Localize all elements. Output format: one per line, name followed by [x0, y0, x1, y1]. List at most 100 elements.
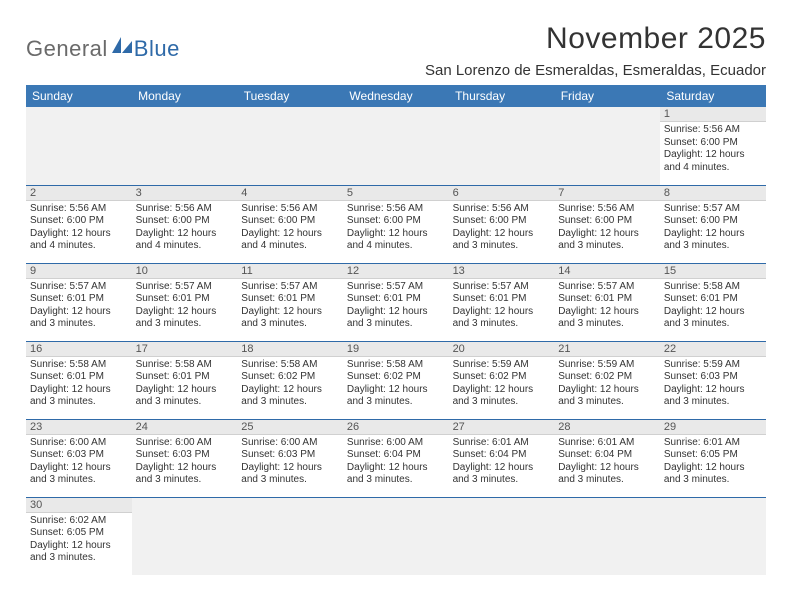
daylight-text: Daylight: 12 hours and 3 minutes. [241, 462, 339, 487]
sunrise-text: Sunrise: 6:01 AM [453, 437, 551, 450]
day-details: Sunrise: 5:57 AMSunset: 6:01 PMDaylight:… [554, 279, 660, 333]
calendar-cell: 15Sunrise: 5:58 AMSunset: 6:01 PMDayligh… [660, 263, 766, 341]
calendar-cell: 2Sunrise: 5:56 AMSunset: 6:00 PMDaylight… [26, 185, 132, 263]
sunset-text: Sunset: 6:00 PM [30, 215, 128, 228]
sunrise-text: Sunrise: 6:02 AM [30, 515, 128, 528]
day-details: Sunrise: 5:57 AMSunset: 6:01 PMDaylight:… [26, 279, 132, 333]
sunrise-text: Sunrise: 6:00 AM [30, 437, 128, 450]
calendar-cell [449, 107, 555, 185]
day-details: Sunrise: 6:01 AMSunset: 6:04 PMDaylight:… [554, 435, 660, 489]
weekday-monday: Monday [132, 85, 238, 107]
day-number: 15 [660, 264, 766, 279]
day-details: Sunrise: 6:01 AMSunset: 6:04 PMDaylight:… [449, 435, 555, 489]
day-number: 13 [449, 264, 555, 279]
calendar-cell: 14Sunrise: 5:57 AMSunset: 6:01 PMDayligh… [554, 263, 660, 341]
sunset-text: Sunset: 6:00 PM [664, 215, 762, 228]
day-details: Sunrise: 6:01 AMSunset: 6:05 PMDaylight:… [660, 435, 766, 489]
sunrise-text: Sunrise: 5:57 AM [241, 281, 339, 294]
day-number: 7 [554, 186, 660, 201]
calendar-cell: 4Sunrise: 5:56 AMSunset: 6:00 PMDaylight… [237, 185, 343, 263]
day-details: Sunrise: 5:57 AMSunset: 6:01 PMDaylight:… [132, 279, 238, 333]
calendar-cell [132, 107, 238, 185]
daylight-text: Daylight: 12 hours and 3 minutes. [136, 306, 234, 331]
sunset-text: Sunset: 6:01 PM [30, 371, 128, 384]
day-number: 23 [26, 420, 132, 435]
day-number: 8 [660, 186, 766, 201]
day-details: Sunrise: 5:57 AMSunset: 6:00 PMDaylight:… [660, 201, 766, 255]
daylight-text: Daylight: 12 hours and 3 minutes. [453, 384, 551, 409]
logo-sail-icon [112, 37, 132, 53]
sunrise-text: Sunrise: 5:56 AM [558, 203, 656, 216]
daylight-text: Daylight: 12 hours and 4 minutes. [664, 149, 762, 174]
sunset-text: Sunset: 6:02 PM [558, 371, 656, 384]
daylight-text: Daylight: 12 hours and 3 minutes. [558, 462, 656, 487]
day-number: 3 [132, 186, 238, 201]
calendar-cell: 17Sunrise: 5:58 AMSunset: 6:01 PMDayligh… [132, 341, 238, 419]
sunset-text: Sunset: 6:02 PM [453, 371, 551, 384]
day-number: 2 [26, 186, 132, 201]
sunset-text: Sunset: 6:03 PM [136, 449, 234, 462]
day-details: Sunrise: 5:59 AMSunset: 6:02 PMDaylight:… [449, 357, 555, 411]
calendar-cell: 23Sunrise: 6:00 AMSunset: 6:03 PMDayligh… [26, 419, 132, 497]
calendar-cell [449, 497, 555, 575]
sunset-text: Sunset: 6:02 PM [347, 371, 445, 384]
sunset-text: Sunset: 6:01 PM [347, 293, 445, 306]
day-details: Sunrise: 5:59 AMSunset: 6:02 PMDaylight:… [554, 357, 660, 411]
sunrise-text: Sunrise: 6:00 AM [241, 437, 339, 450]
daylight-text: Daylight: 12 hours and 4 minutes. [136, 228, 234, 253]
day-number: 17 [132, 342, 238, 357]
sunrise-text: Sunrise: 5:59 AM [453, 359, 551, 372]
day-details: Sunrise: 5:56 AMSunset: 6:00 PMDaylight:… [660, 122, 766, 176]
sunrise-text: Sunrise: 5:57 AM [664, 203, 762, 216]
calendar-cell: 13Sunrise: 5:57 AMSunset: 6:01 PMDayligh… [449, 263, 555, 341]
weekday-wednesday: Wednesday [343, 85, 449, 107]
day-number: 27 [449, 420, 555, 435]
sunrise-text: Sunrise: 6:01 AM [664, 437, 762, 450]
day-details: Sunrise: 5:57 AMSunset: 6:01 PMDaylight:… [237, 279, 343, 333]
day-number: 18 [237, 342, 343, 357]
sunset-text: Sunset: 6:01 PM [136, 371, 234, 384]
title-block: November 2025 San Lorenzo de Esmeraldas,… [425, 22, 766, 79]
day-number: 14 [554, 264, 660, 279]
daylight-text: Daylight: 12 hours and 3 minutes. [347, 462, 445, 487]
calendar-cell [132, 497, 238, 575]
sunset-text: Sunset: 6:05 PM [30, 527, 128, 540]
sunrise-text: Sunrise: 5:57 AM [558, 281, 656, 294]
weekday-thursday: Thursday [449, 85, 555, 107]
calendar-week-row: 9Sunrise: 5:57 AMSunset: 6:01 PMDaylight… [26, 263, 766, 341]
daylight-text: Daylight: 12 hours and 4 minutes. [241, 228, 339, 253]
sunrise-text: Sunrise: 5:58 AM [347, 359, 445, 372]
day-details: Sunrise: 5:58 AMSunset: 6:01 PMDaylight:… [660, 279, 766, 333]
calendar-week-row: 2Sunrise: 5:56 AMSunset: 6:00 PMDaylight… [26, 185, 766, 263]
sunrise-text: Sunrise: 5:57 AM [347, 281, 445, 294]
day-details: Sunrise: 6:02 AMSunset: 6:05 PMDaylight:… [26, 513, 132, 567]
calendar-cell [343, 107, 449, 185]
calendar-week-row: 16Sunrise: 5:58 AMSunset: 6:01 PMDayligh… [26, 341, 766, 419]
sunrise-text: Sunrise: 5:57 AM [136, 281, 234, 294]
daylight-text: Daylight: 12 hours and 4 minutes. [30, 228, 128, 253]
daylight-text: Daylight: 12 hours and 3 minutes. [136, 462, 234, 487]
sunset-text: Sunset: 6:01 PM [453, 293, 551, 306]
day-details: Sunrise: 5:56 AMSunset: 6:00 PMDaylight:… [237, 201, 343, 255]
day-number: 25 [237, 420, 343, 435]
day-number: 11 [237, 264, 343, 279]
daylight-text: Daylight: 12 hours and 3 minutes. [30, 384, 128, 409]
calendar-cell: 7Sunrise: 5:56 AMSunset: 6:00 PMDaylight… [554, 185, 660, 263]
daylight-text: Daylight: 12 hours and 3 minutes. [453, 306, 551, 331]
daylight-text: Daylight: 12 hours and 3 minutes. [558, 384, 656, 409]
weekday-header-row: Sunday Monday Tuesday Wednesday Thursday… [26, 85, 766, 107]
day-details: Sunrise: 5:57 AMSunset: 6:01 PMDaylight:… [449, 279, 555, 333]
day-number: 21 [554, 342, 660, 357]
daylight-text: Daylight: 12 hours and 3 minutes. [347, 384, 445, 409]
daylight-text: Daylight: 12 hours and 3 minutes. [453, 462, 551, 487]
sunrise-text: Sunrise: 6:00 AM [136, 437, 234, 450]
calendar-cell: 29Sunrise: 6:01 AMSunset: 6:05 PMDayligh… [660, 419, 766, 497]
daylight-text: Daylight: 12 hours and 3 minutes. [453, 228, 551, 253]
day-details: Sunrise: 5:58 AMSunset: 6:01 PMDaylight:… [26, 357, 132, 411]
calendar-cell [554, 107, 660, 185]
day-number: 28 [554, 420, 660, 435]
calendar-cell: 22Sunrise: 5:59 AMSunset: 6:03 PMDayligh… [660, 341, 766, 419]
sunset-text: Sunset: 6:00 PM [558, 215, 656, 228]
day-number: 1 [660, 107, 766, 122]
weekday-sunday: Sunday [26, 85, 132, 107]
